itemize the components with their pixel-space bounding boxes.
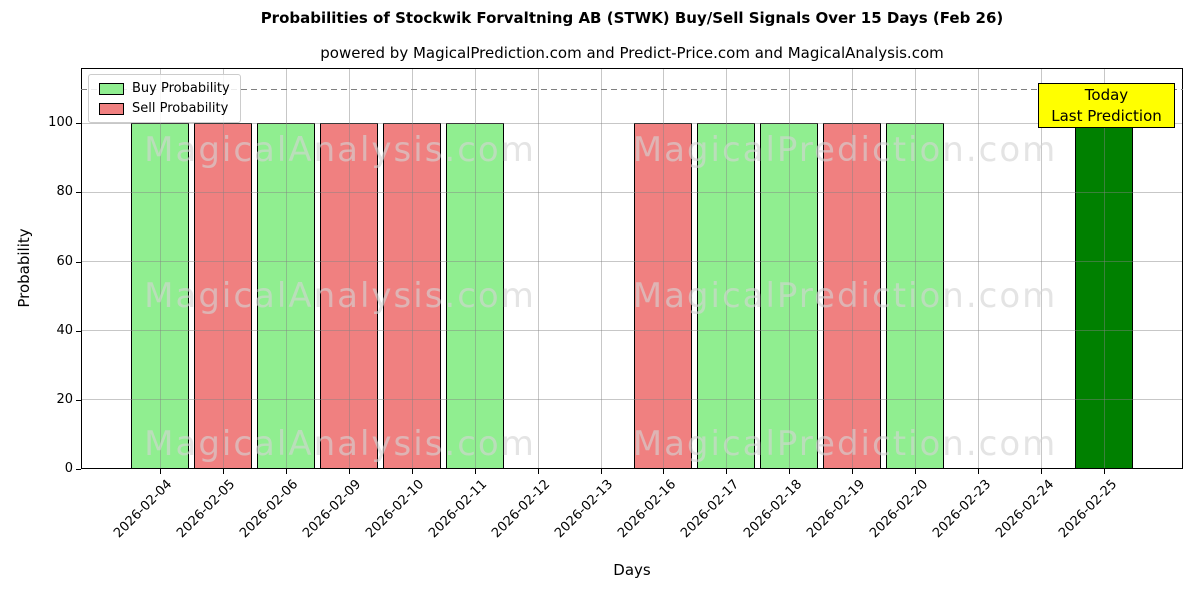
gridline [81,191,1183,193]
x-axis-tick [601,469,602,474]
x-axis-tick [789,469,790,474]
gridline [789,68,790,469]
bar-buy-probability [446,123,504,469]
gridline [601,68,602,469]
bar-sell-probability [383,123,441,469]
today-annotation-line1: Today [1084,86,1129,104]
bar-sell-probability [320,123,378,469]
x-axis-tick [1104,469,1105,474]
x-tick-label: 2026-02-12 [489,477,554,542]
x-tick-label: 2026-02-04 [111,477,176,542]
y-axis-tick [76,192,81,193]
gridline [915,68,916,469]
x-tick-label: 2026-02-20 [866,477,931,542]
y-axis-tick [76,123,81,124]
chart-subtitle: powered by MagicalPrediction.com and Pre… [320,44,944,62]
x-tick-label: 2026-02-16 [615,477,680,542]
x-axis-tick [160,469,161,474]
y-tick-label: 40 [56,323,73,338]
x-axis-tick [223,469,224,474]
x-tick-label: 2026-02-19 [803,477,869,542]
y-axis-tick [76,469,81,470]
watermark-text: MagicalPrediction.com [632,130,1058,170]
x-axis-tick [412,469,413,474]
legend-item-sell: Sell Probability [99,101,230,116]
legend-item-buy: Buy Probability [99,81,230,96]
gridline [1041,68,1042,469]
x-tick-label: 2026-02-05 [174,477,239,542]
gridline [160,68,161,469]
x-axis-tick [663,469,664,474]
legend-swatch-buy-icon [99,82,124,95]
gridline [349,68,350,469]
gridline [1104,68,1105,469]
x-tick-label: 2026-02-17 [678,477,743,542]
legend: Buy Probability Sell Probability [88,74,241,123]
gridline [726,68,727,469]
x-tick-label: 2026-02-23 [929,477,994,542]
bar-sell-probability [634,123,692,469]
bar-last-prediction [1075,123,1133,469]
y-tick-label: 20 [56,392,73,407]
x-axis-tick [978,469,979,474]
legend-label-buy: Buy Probability [132,81,230,96]
y-tick-label: 0 [64,461,73,476]
bar-buy-probability [760,123,818,469]
gridline [81,122,1183,124]
x-tick-label: 2026-02-18 [741,477,806,542]
x-tick-label: 2026-02-10 [363,477,428,542]
x-axis-tick [286,469,287,474]
x-tick-label: 2026-02-24 [992,477,1057,542]
threshold-dashed-line [81,89,1183,90]
legend-label-sell: Sell Probability [132,101,229,116]
today-annotation: Today Last Prediction [1038,83,1175,128]
x-tick-label: 2026-02-13 [552,477,617,542]
x-axis-tick [538,469,539,474]
gridline [286,68,287,469]
x-tick-label: 2026-02-11 [426,477,491,542]
legend-swatch-sell-icon [99,102,124,115]
x-axis-tick [475,469,476,474]
x-axis-tick [726,469,727,474]
gridline [663,68,664,469]
y-tick-label: 60 [56,254,73,269]
watermark-text: MagicalAnalysis.com [144,424,536,464]
gridline [223,68,224,469]
x-axis-tick [349,469,350,474]
chart-title: Probabilities of Stockwik Forvaltning AB… [260,9,1004,27]
y-axis-tick [76,331,81,332]
watermark-text: MagicalPrediction.com [632,424,1058,464]
gridline [475,68,476,469]
gridline [81,399,1183,401]
watermark-text: MagicalAnalysis.com [144,276,536,316]
bar-sell-probability [194,123,252,469]
x-axis-tick [915,469,916,474]
bar-sell-probability [823,123,881,469]
y-tick-label: 100 [48,115,73,130]
x-tick-label: 2026-02-25 [1055,477,1120,542]
gridline [978,68,979,469]
bar-buy-probability [697,123,755,469]
x-tick-label: 2026-02-09 [300,477,365,542]
gridline [538,68,539,469]
gridline [81,261,1183,263]
y-axis-tick [76,262,81,263]
gridline [81,330,1183,332]
x-axis-label: Days [613,561,651,579]
gridline [852,68,853,469]
x-axis-tick [1041,469,1042,474]
watermark-text: MagicalAnalysis.com [144,130,536,170]
gridline [412,68,413,469]
bar-buy-probability [886,123,944,469]
x-axis-tick [852,469,853,474]
y-tick-label: 80 [56,184,73,199]
y-axis-tick [76,400,81,401]
x-tick-label: 2026-02-06 [237,477,302,542]
watermark-text: MagicalPrediction.com [632,276,1058,316]
today-annotation-line2: Last Prediction [1051,107,1162,125]
